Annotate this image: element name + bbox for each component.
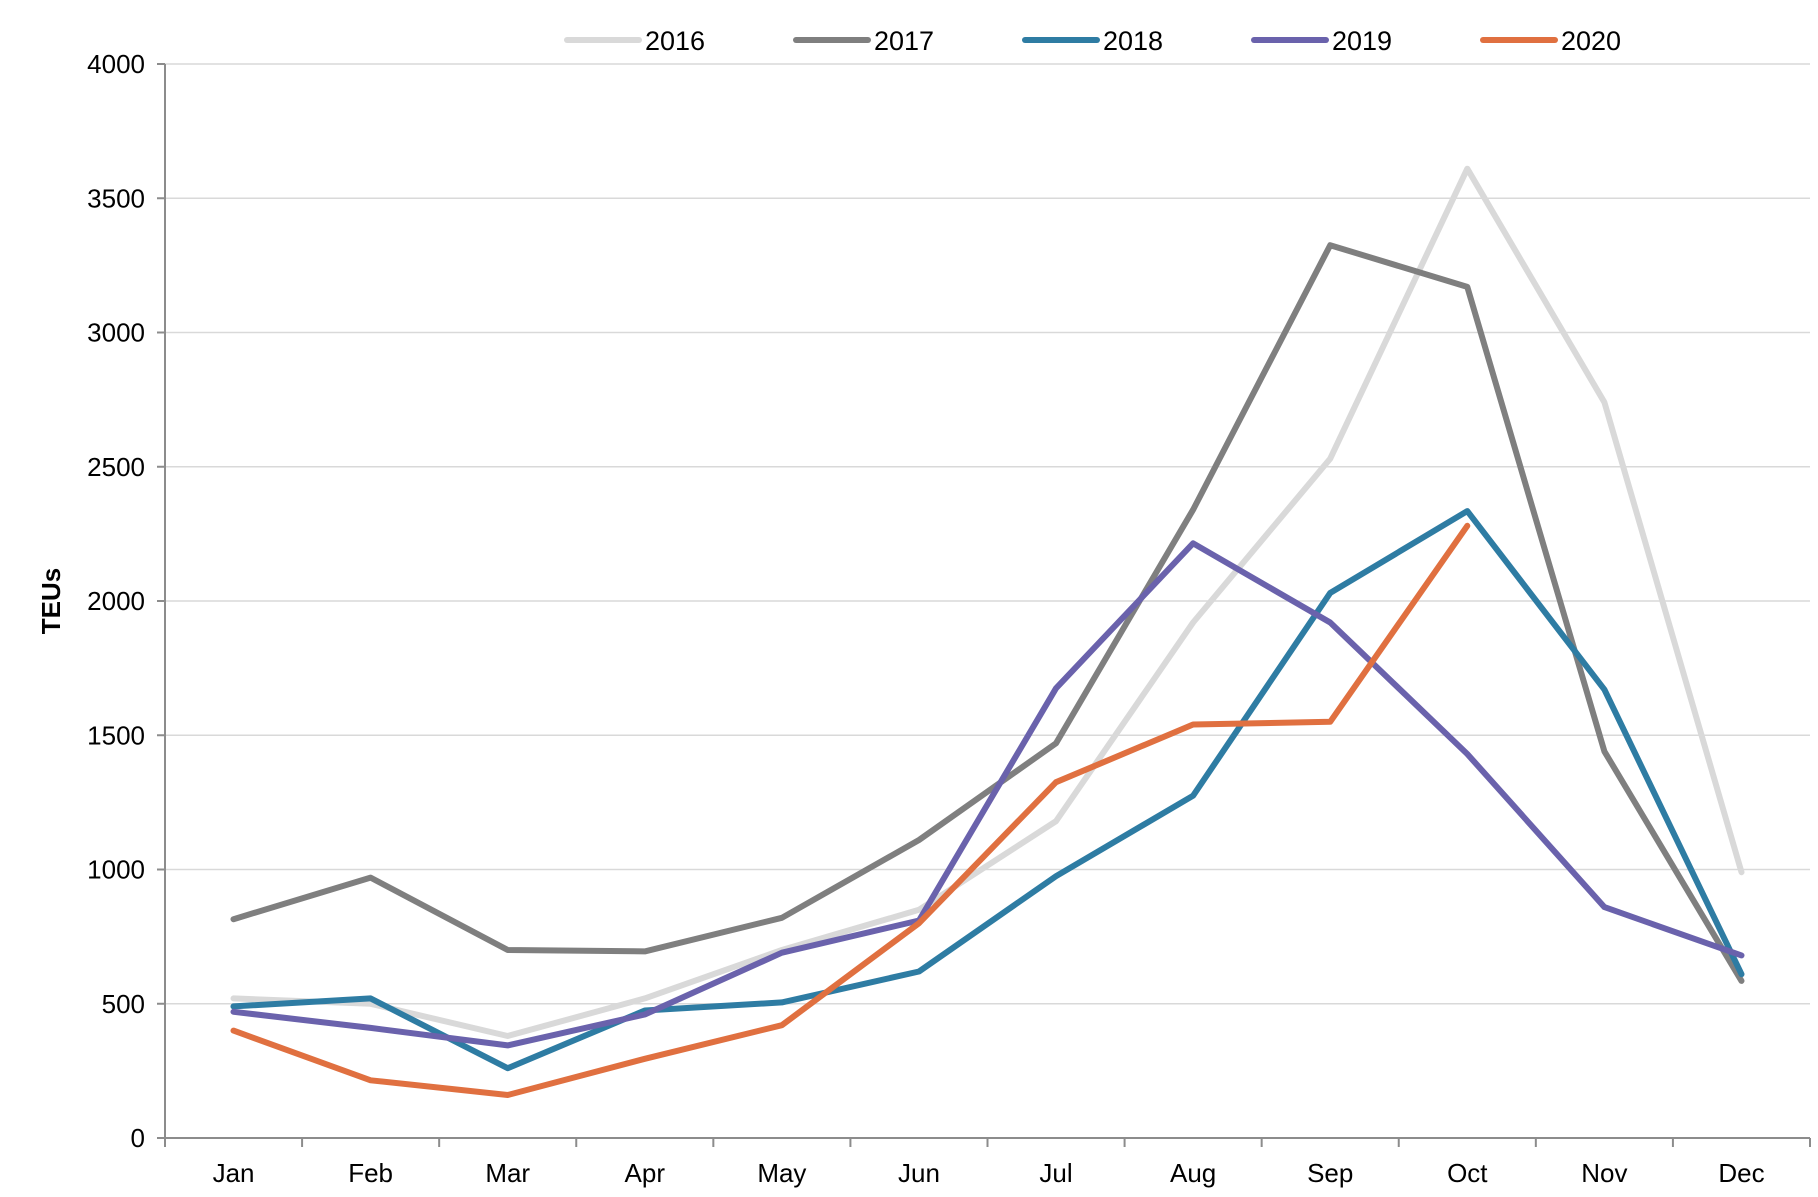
legend-label-2017: 2017: [874, 26, 934, 56]
y-tick-labels: 0 500 1000 1500 2000 2500 3000 3500 4000: [87, 49, 145, 1153]
y-axis-title: TEUs: [36, 568, 66, 634]
x-tick-label: Nov: [1581, 1158, 1627, 1188]
x-tick-label: Jul: [1039, 1158, 1072, 1188]
legend: 2016 2017 2018 2019 2020: [564, 26, 1621, 56]
series-line-2016: [230, 165, 1745, 1039]
x-tick-label: Oct: [1447, 1158, 1488, 1188]
series-line-2019: [230, 540, 1745, 1049]
x-tick-labels: Jan Feb Mar Apr May Jun Jul Aug Sep Oct Nov Dec: [213, 1158, 1765, 1188]
x-tick-label: Jan: [213, 1158, 255, 1188]
legend-label-2019: 2019: [1332, 26, 1392, 56]
x-tick-label: Mar: [485, 1158, 530, 1188]
legend-label-2020: 2020: [1561, 26, 1621, 56]
y-tick-label: 4000: [87, 49, 145, 79]
legend-label-2018: 2018: [1103, 26, 1163, 56]
y-tick-label: 3500: [87, 183, 145, 213]
y-tick-label: 0: [131, 1123, 145, 1153]
y-tick-label: 3000: [87, 318, 145, 348]
x-tick-label: Aug: [1170, 1158, 1216, 1188]
series-line-2017: [230, 242, 1745, 984]
y-tick-label: 2500: [87, 452, 145, 482]
series-lines: [230, 165, 1745, 1098]
x-tick-label: Dec: [1718, 1158, 1764, 1188]
x-tick-label: May: [757, 1158, 806, 1188]
series-line-2020: [230, 522, 1471, 1098]
legend-label-2016: 2016: [645, 26, 705, 56]
axes: [164, 64, 1810, 1139]
y-tick-label: 1500: [87, 720, 145, 750]
gridlines: [157, 63, 1811, 1147]
x-tick-label: Jun: [898, 1158, 940, 1188]
y-tick-label: 500: [102, 989, 145, 1019]
x-tick-label: Feb: [348, 1158, 393, 1188]
series-line-2018: [230, 508, 1745, 1072]
y-tick-label: 1000: [87, 855, 145, 885]
y-tick-label: 2000: [87, 586, 145, 616]
x-tick-label: Sep: [1307, 1158, 1353, 1188]
x-tick-label: Apr: [625, 1158, 666, 1188]
